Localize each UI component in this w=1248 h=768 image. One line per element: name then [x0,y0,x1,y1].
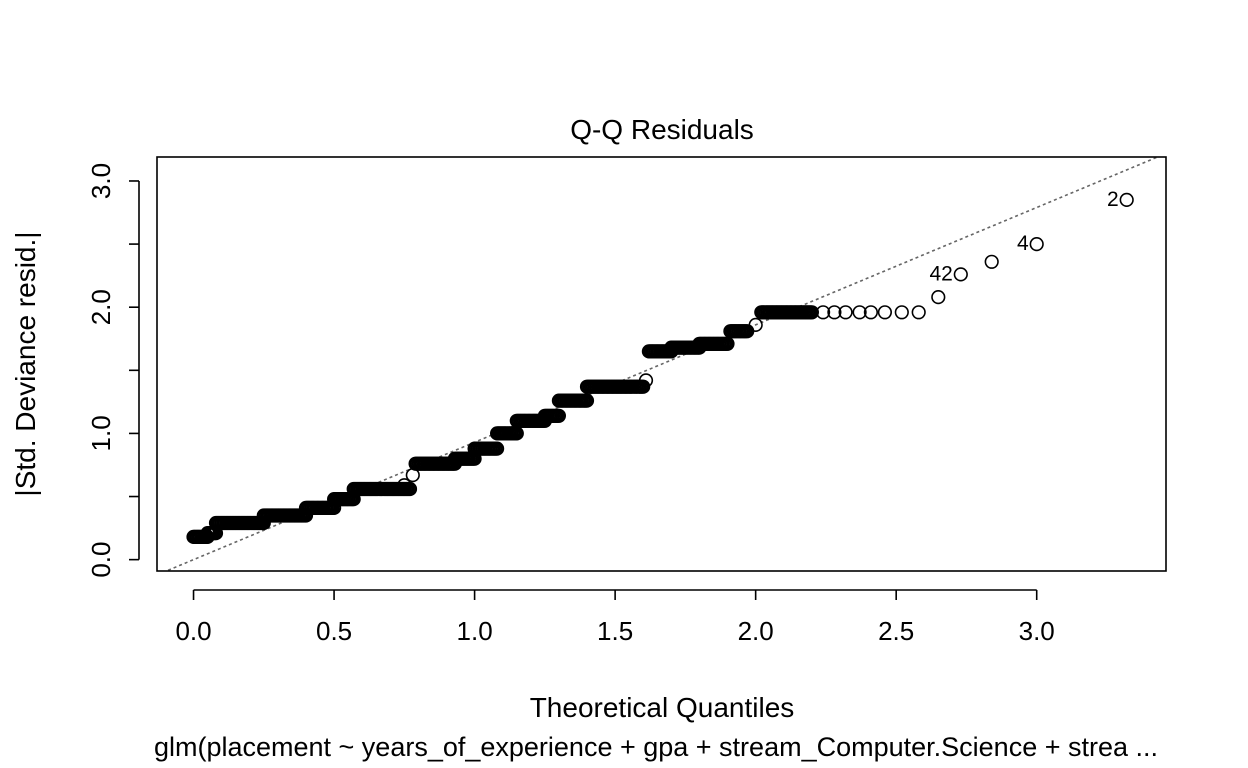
data-point [748,317,763,333]
x-tick-label: 2.0 [738,616,774,646]
data-point [804,305,820,320]
x-axis-label: Theoretical Quantiles [530,692,795,723]
x-tick-label: 1.0 [457,616,493,646]
y-tick-label: 3.0 [86,163,116,199]
data-point [877,305,893,320]
x-tick-label: 1.5 [597,616,633,646]
data-point [827,305,842,320]
data-point [838,305,853,320]
y-tick-label: 2.0 [86,289,116,325]
x-tick-label: 3.0 [1019,616,1055,646]
plot-frame [156,156,1167,572]
data-point [490,441,505,456]
data-point [551,408,567,423]
data-point [911,305,926,320]
data-point [815,305,831,320]
y-tick-label: 1.0 [86,415,116,451]
data-point [863,305,879,320]
data-point [984,254,999,269]
points-group [186,192,1134,545]
x-tick-label: 2.5 [878,616,914,646]
data-point [397,478,412,493]
data-point [636,379,651,394]
x-tick-label: 0.5 [316,616,352,646]
data-point [1029,237,1044,252]
model-formula-subtitle: glm(placement ~ years_of_experience + gp… [154,732,1158,762]
data-point [405,468,420,483]
x-axis: 0.0 0.5 1.0 1.5 2.0 2.5 3.0 [175,589,1055,646]
data-point [894,305,909,320]
point-label: 4 [1017,232,1029,255]
point-label: 42 [929,262,952,285]
point-label: 2 [1107,188,1119,211]
y-axis-label: |Std. Deviance resid.| [10,231,41,496]
data-point [1119,192,1134,207]
y-axis: 0.0 1.0 2.0 3.0 [86,163,140,578]
data-point [931,290,946,305]
data-point [638,373,654,388]
data-point [953,267,968,282]
chart-title: Q-Q Residuals [570,114,754,145]
data-point [852,305,867,320]
data-point [579,393,595,408]
x-tick-label: 0.0 [175,616,211,646]
y-tick-label: 0.0 [86,542,116,578]
